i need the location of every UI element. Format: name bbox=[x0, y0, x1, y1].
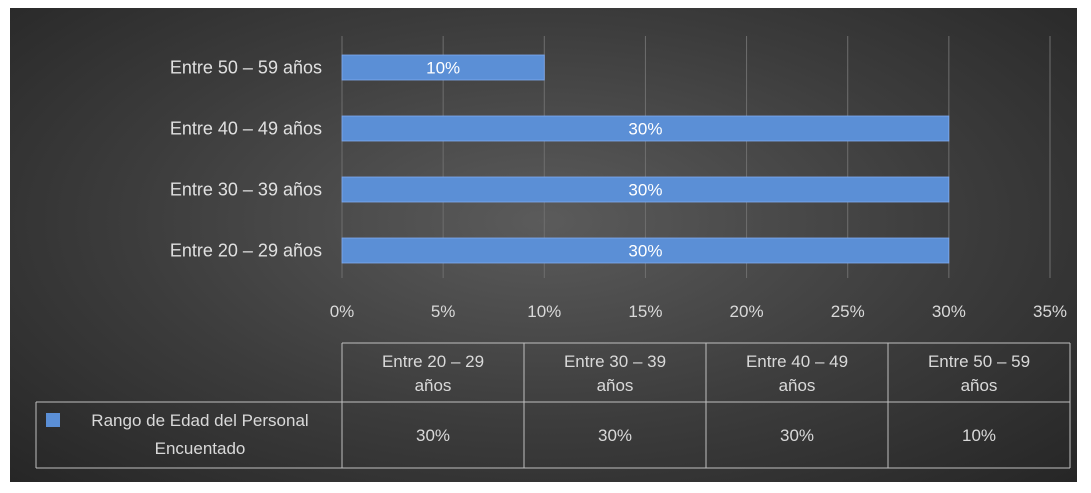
data-label: 10% bbox=[426, 59, 460, 78]
legend-swatch bbox=[46, 413, 60, 427]
data-label: 30% bbox=[628, 120, 662, 139]
table-header: años bbox=[779, 376, 816, 395]
x-tick-label: 20% bbox=[730, 302, 764, 321]
table-header: años bbox=[597, 376, 634, 395]
table-header: años bbox=[961, 376, 998, 395]
table-header: Entre 50 – 59 bbox=[928, 352, 1030, 371]
x-tick-label: 10% bbox=[527, 302, 561, 321]
data-label: 30% bbox=[628, 181, 662, 200]
bar-chart-svg: 0% 5% 10% 15% 20% 25% 30% 35% 30% Entre 20 – 29 a… bbox=[35, 36, 1071, 469]
bar bbox=[341, 54, 545, 81]
x-tick-label: 25% bbox=[831, 302, 865, 321]
table-header: Entre 40 – 49 bbox=[746, 352, 848, 371]
x-tick-label: 35% bbox=[1033, 302, 1067, 321]
bar bbox=[341, 176, 950, 203]
table-cell: 30% bbox=[780, 426, 814, 445]
data-label: 30% bbox=[628, 242, 662, 261]
category-label: Entre 30 – 39 años bbox=[170, 180, 322, 200]
category-label: Entre 20 – 29 años bbox=[170, 241, 322, 261]
legend-label: Rango de Edad del Personal bbox=[91, 411, 308, 430]
table-header: años bbox=[415, 376, 452, 395]
bar bbox=[341, 237, 950, 264]
category-label: Entre 50 – 59 años bbox=[170, 58, 322, 78]
category-label: Entre 40 – 49 años bbox=[170, 119, 322, 139]
x-tick-label: 15% bbox=[628, 302, 662, 321]
table-cell: 30% bbox=[598, 426, 632, 445]
table-cell: 30% bbox=[416, 426, 450, 445]
x-tick-label: 0% bbox=[330, 302, 355, 321]
table-header: Entre 20 – 29 bbox=[382, 352, 484, 371]
x-tick-label: 5% bbox=[431, 302, 456, 321]
table-header: Entre 30 – 39 bbox=[564, 352, 666, 371]
table-cell: 10% bbox=[962, 426, 996, 445]
legend-label: Encuentado bbox=[155, 439, 246, 458]
chart: 0% 5% 10% 15% 20% 25% 30% 35% 30% Entre 20 – 29 a… bbox=[10, 8, 1077, 482]
x-tick-label: 30% bbox=[932, 302, 966, 321]
bar bbox=[341, 115, 950, 142]
